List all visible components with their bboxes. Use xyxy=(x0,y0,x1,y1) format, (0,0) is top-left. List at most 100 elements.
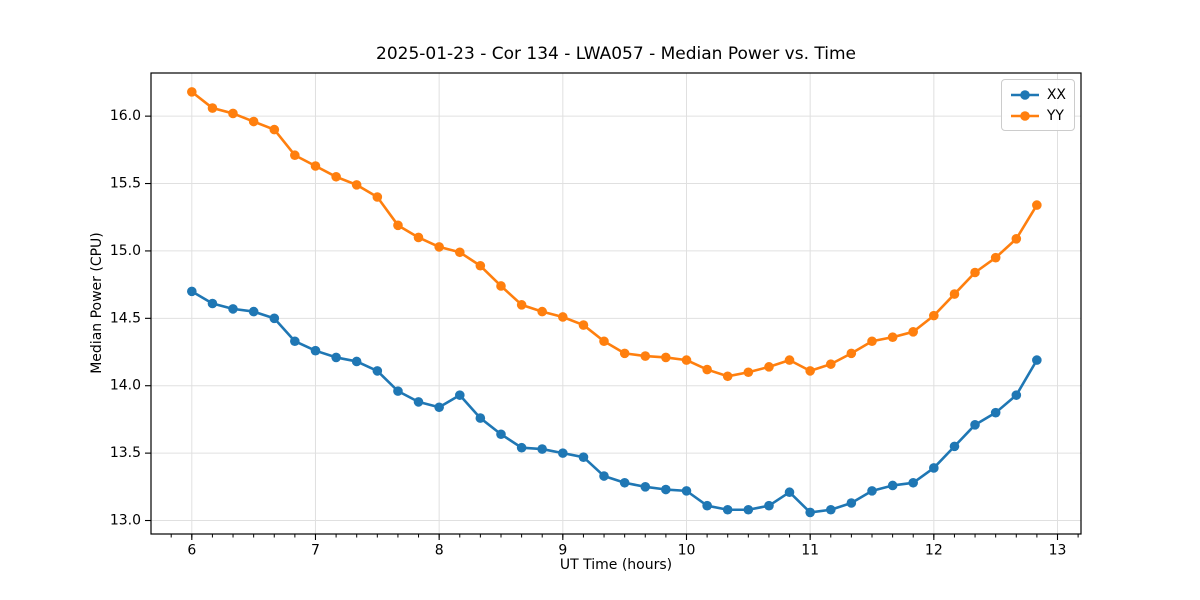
data-point-XX xyxy=(496,429,506,440)
data-point-YY xyxy=(908,327,918,337)
legend-item-YY: YY xyxy=(1010,106,1066,125)
data-point-YY xyxy=(640,351,651,361)
data-point-YY xyxy=(372,192,383,202)
data-point-XX xyxy=(743,504,754,515)
y-tick-label: 13.5 xyxy=(110,445,141,461)
data-point-YY xyxy=(187,87,197,97)
data-point-YY xyxy=(764,362,774,372)
data-point-YY xyxy=(248,116,259,127)
y-tick-label: 14.0 xyxy=(110,378,141,394)
data-point-XX xyxy=(867,486,877,496)
data-point-YY xyxy=(351,180,362,190)
legend-marker-sample xyxy=(1020,110,1030,121)
data-point-XX xyxy=(248,306,259,317)
data-point-XX xyxy=(599,471,609,481)
legend: XX YY xyxy=(1000,79,1075,131)
data-point-XX xyxy=(640,482,651,492)
data-point-XX xyxy=(805,507,815,518)
legend-label: XX xyxy=(1046,86,1066,103)
data-point-XX xyxy=(784,487,795,498)
data-point-YY xyxy=(578,320,589,330)
data-point-YY xyxy=(516,300,527,310)
data-point-YY xyxy=(537,306,547,317)
data-point-XX xyxy=(702,500,712,511)
x-tick-label: 11 xyxy=(801,543,819,559)
data-point-YY xyxy=(393,220,403,231)
data-point-XX xyxy=(929,463,939,473)
legend-swatch-icon xyxy=(1010,110,1039,121)
data-point-YY xyxy=(455,247,465,258)
x-tick-label: 10 xyxy=(678,543,696,559)
data-point-YY xyxy=(228,108,238,119)
data-point-YY xyxy=(661,352,671,363)
data-point-XX xyxy=(516,442,527,453)
x-tick-label: 12 xyxy=(925,543,943,559)
data-point-XX xyxy=(372,366,383,376)
data-point-XX xyxy=(764,500,774,511)
data-point-XX xyxy=(578,452,589,462)
data-point-XX xyxy=(413,397,424,407)
data-point-XX xyxy=(661,484,671,495)
data-point-YY xyxy=(619,348,630,359)
data-point-YY xyxy=(290,150,300,161)
data-point-YY xyxy=(496,281,506,291)
data-point-YY xyxy=(784,355,795,365)
x-tick-label: 8 xyxy=(435,543,444,559)
data-point-YY xyxy=(722,371,733,382)
data-point-XX xyxy=(826,504,836,515)
data-point-XX xyxy=(475,413,486,423)
data-point-XX xyxy=(908,477,918,488)
data-point-XX xyxy=(269,313,280,324)
data-point-XX xyxy=(310,345,321,356)
data-point-XX xyxy=(187,286,197,297)
data-point-XX xyxy=(681,486,692,496)
plot-border xyxy=(150,72,1082,535)
data-point-YY xyxy=(929,310,939,321)
data-point-XX xyxy=(558,448,568,458)
data-point-YY xyxy=(413,232,424,243)
data-point-YY xyxy=(867,336,877,347)
data-point-YY xyxy=(310,161,321,171)
data-point-XX xyxy=(331,352,341,363)
data-point-XX xyxy=(722,504,733,515)
data-point-XX xyxy=(887,480,898,491)
chart-title: 2025-01-23 - Cor 134 - LWA057 - Median P… xyxy=(376,44,856,64)
x-tick-label: 6 xyxy=(187,543,196,559)
data-point-YY xyxy=(475,260,486,271)
data-point-XX xyxy=(949,441,960,452)
data-point-YY xyxy=(702,364,712,375)
x-axis-label: UT Time (hours) xyxy=(559,557,673,573)
data-point-YY xyxy=(681,355,692,365)
data-point-XX xyxy=(290,336,300,347)
data-point-YY xyxy=(887,332,898,343)
data-point-XX xyxy=(393,386,403,396)
data-point-YY xyxy=(846,348,857,359)
data-point-XX xyxy=(970,420,980,430)
data-point-YY xyxy=(1011,234,1022,244)
data-point-XX xyxy=(619,477,630,488)
legend-swatch-icon xyxy=(1010,89,1039,100)
legend-label: YY xyxy=(1046,107,1064,124)
data-point-XX xyxy=(1032,355,1042,365)
data-point-YY xyxy=(1032,200,1042,210)
data-point-XX xyxy=(228,304,238,314)
data-point-XX xyxy=(846,498,857,508)
y-tick-label: 16.0 xyxy=(110,108,141,124)
y-tick-label: 15.0 xyxy=(110,243,141,259)
data-point-XX xyxy=(990,407,1001,418)
x-tick-label: 7 xyxy=(311,543,320,559)
data-point-XX xyxy=(1011,390,1022,400)
data-point-YY xyxy=(269,124,280,135)
data-point-YY xyxy=(743,367,754,378)
data-point-YY xyxy=(990,252,1001,263)
y-tick-label: 13.0 xyxy=(110,513,141,529)
data-point-XX xyxy=(455,390,465,400)
legend-item-XX: XX xyxy=(1010,85,1066,104)
data-point-YY xyxy=(434,242,444,252)
data-point-XX xyxy=(207,298,218,309)
data-point-YY xyxy=(805,366,815,376)
data-point-YY xyxy=(826,359,836,369)
data-point-XX xyxy=(537,444,547,454)
data-point-YY xyxy=(331,171,341,182)
